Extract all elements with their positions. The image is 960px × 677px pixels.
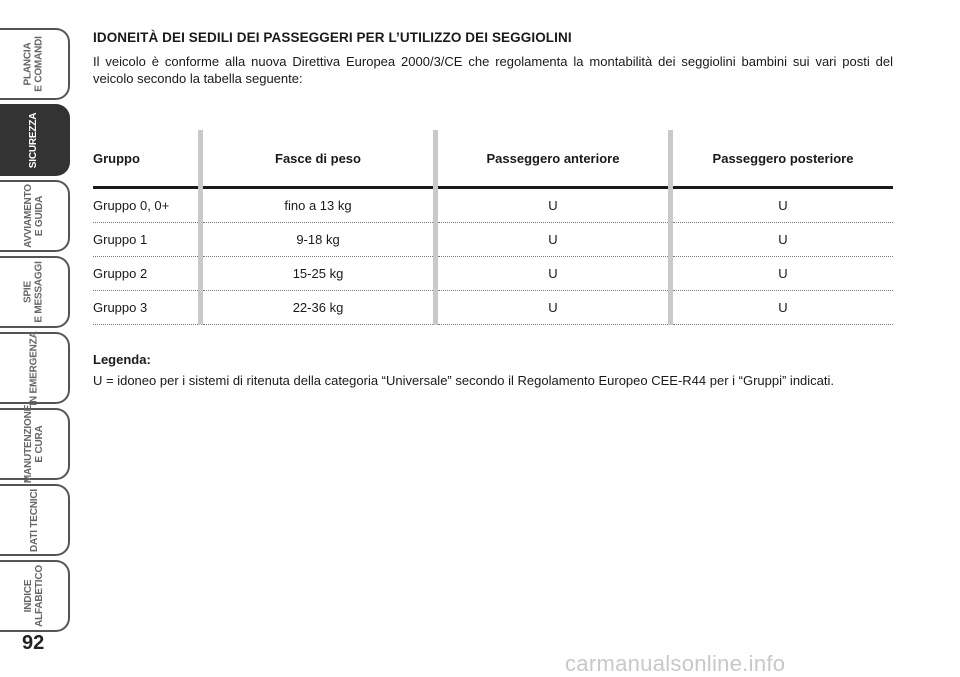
table-header-row: Gruppo Fasce di peso Passeggero anterior… — [93, 130, 893, 188]
cell-peso: 9-18 kg — [198, 222, 436, 257]
tab-manutenzione-e-cura[interactable]: MANUTENZIONE E CURA — [0, 404, 70, 484]
cell-anteriore: U — [433, 187, 671, 223]
cell-posteriore: U — [668, 290, 893, 325]
header-passeggero-posteriore: Passeggero posteriore — [668, 130, 893, 188]
cell-posteriore: U — [668, 187, 893, 223]
tab-avviamento-e-guida[interactable]: AVVIAMENTO E GUIDA — [0, 180, 70, 252]
watermark-text: carmanualsonline.info — [565, 651, 786, 676]
cell-posteriore: U — [668, 256, 893, 291]
tab-spie-e-messaggi[interactable]: SPIE E MESSAGGI — [0, 256, 70, 328]
cell-anteriore: U — [433, 290, 671, 325]
cell-gruppo: Gruppo 0, 0+ — [93, 187, 201, 223]
section-heading: IDONEITÀ DEI SEDILI DEI PASSEGGERI PER L… — [93, 30, 572, 45]
cell-gruppo: Gruppo 2 — [93, 256, 201, 291]
table-row: Gruppo 3 22-36 kg U U — [93, 290, 893, 325]
tab-label: PLANCIA E COMANDI — [22, 36, 45, 92]
page-number: 92 — [22, 632, 45, 654]
tab-label: SICUREZZA — [28, 112, 40, 168]
tab-indice-alfabetico[interactable]: INDICE ALFABETICO — [0, 560, 70, 632]
tab-label: SPIE E MESSAGGI — [22, 261, 45, 323]
cell-posteriore: U — [668, 222, 893, 257]
legend-title: Legenda: — [93, 352, 151, 367]
cell-peso: fino a 13 kg — [198, 187, 436, 223]
table-row: Gruppo 1 9-18 kg U U — [93, 222, 893, 257]
cell-peso: 15-25 kg — [198, 256, 436, 291]
header-gruppo: Gruppo — [93, 150, 140, 166]
legend: Legenda: U = idoneo per i sistemi di rit… — [93, 352, 893, 388]
tab-label: MANUTENZIONE E CURA — [23, 404, 45, 484]
cell-gruppo: Gruppo 1 — [93, 222, 201, 257]
cell-anteriore: U — [433, 256, 671, 291]
tab-in-emergenza[interactable]: IN EMERGENZA — [0, 330, 70, 406]
tab-label: IN EMERGENZA — [28, 330, 40, 406]
intro-paragraph: Il veicolo è conforme alla nuova Diretti… — [93, 54, 893, 86]
table-row: Gruppo 2 15-25 kg U U — [93, 256, 893, 291]
header-fasce-di-peso: Fasce di peso — [198, 130, 436, 188]
cell-peso: 22-36 kg — [198, 290, 436, 325]
legend-text: U = idoneo per i sistemi di ritenuta del… — [93, 373, 835, 388]
tab-label: AVVIAMENTO E GUIDA — [23, 184, 45, 248]
tab-label: INDICE ALFABETICO — [22, 565, 45, 627]
tab-label: DATI TECNICI — [28, 488, 40, 552]
table-row: Gruppo 0, 0+ fino a 13 kg U U — [93, 187, 893, 223]
main-content: IDONEITÀ DEI SEDILI DEI PASSEGGERI PER L… — [93, 30, 893, 388]
tab-dati-tecnici[interactable]: DATI TECNICI — [0, 484, 70, 556]
header-passeggero-anteriore: Passeggero anteriore — [433, 130, 671, 188]
tab-sicurezza[interactable]: SICUREZZA — [0, 104, 70, 176]
seat-suitability-table: Gruppo Fasce di peso Passeggero anterior… — [93, 130, 893, 325]
tab-plancia-e-comandi[interactable]: PLANCIA E COMANDI — [0, 28, 70, 100]
cell-gruppo: Gruppo 3 — [93, 290, 201, 325]
cell-anteriore: U — [433, 222, 671, 257]
